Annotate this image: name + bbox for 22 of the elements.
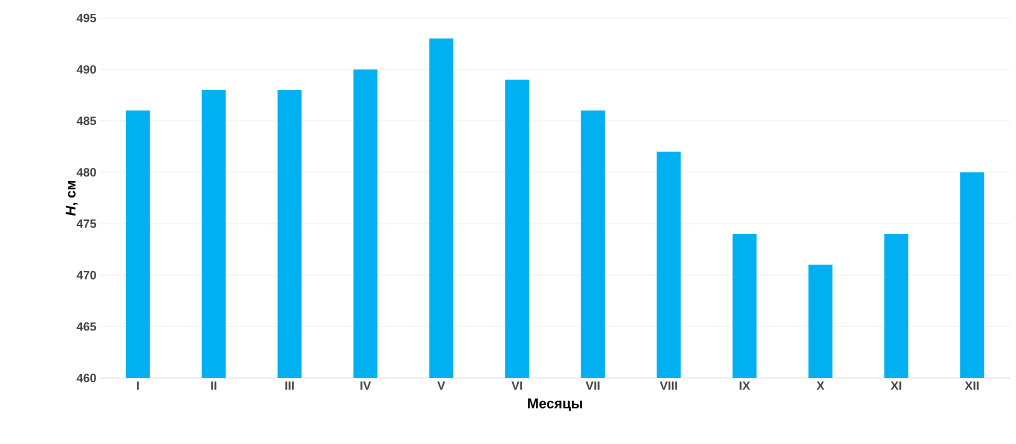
x-tick-label: XI <box>890 381 902 390</box>
x-tick-label: XII <box>964 381 979 390</box>
y-tick-label: 480 <box>76 168 96 177</box>
x-tick-label: IV <box>360 381 372 390</box>
y-tick-label: 495 <box>76 13 97 23</box>
x-tick-label: VI <box>511 381 522 390</box>
x-tick-label: VIII <box>659 381 677 390</box>
x-tick-label: X <box>816 381 825 390</box>
y-axis-title: H, см <box>65 180 78 216</box>
y-tick-label: 470 <box>76 270 96 280</box>
x-tick-label: II <box>211 381 217 390</box>
y-tick-label: 490 <box>76 65 96 74</box>
y-tick-label: 475 <box>76 219 97 228</box>
y-tick-label: 460 <box>76 373 96 383</box>
y-tick-label: 465 <box>76 322 97 331</box>
x-axis-title: Месяцы <box>528 398 582 412</box>
x-tick-label: VII <box>585 381 600 390</box>
x-tick-label: IX <box>739 381 751 390</box>
x-tick-label: III <box>285 381 294 390</box>
x-tick-label: V <box>437 381 446 390</box>
x-tick-label: I <box>137 381 139 390</box>
y-tick-label: 485 <box>76 116 97 126</box>
